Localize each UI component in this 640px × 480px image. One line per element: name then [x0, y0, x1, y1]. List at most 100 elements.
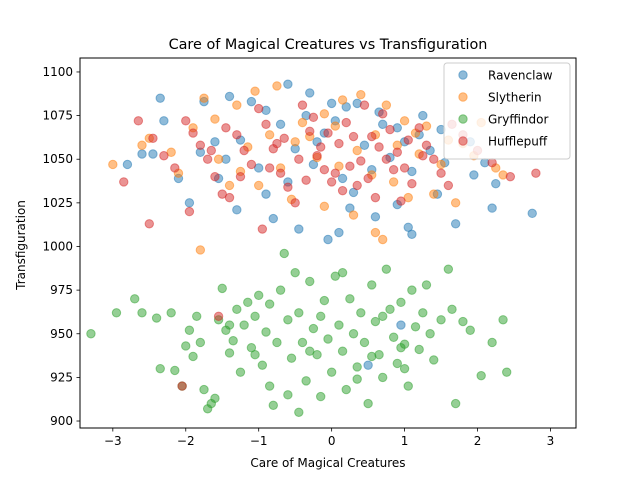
point-slytherin	[250, 86, 260, 96]
point-hufflepuff	[261, 119, 271, 130]
point-gryffindor	[294, 308, 304, 318]
point-gryffindor	[385, 304, 395, 315]
legend-marker-gryffindor	[458, 114, 468, 124]
legend-box	[443, 62, 571, 160]
point-gryffindor	[268, 400, 278, 411]
point-gryffindor	[264, 299, 275, 309]
point-gryffindor	[502, 367, 512, 377]
point-gryffindor	[243, 297, 253, 308]
x-tick-label: −1	[250, 434, 268, 448]
x-tick-label: 1	[401, 434, 409, 448]
point-slytherin	[381, 100, 392, 110]
point-ravenclaw	[294, 224, 304, 234]
x-axis-label: Care of Magical Creatures	[250, 456, 405, 470]
point-hufflepuff	[264, 163, 275, 173]
point-gryffindor	[345, 294, 355, 304]
point-hufflepuff	[239, 145, 249, 156]
point-gryffindor	[341, 384, 351, 395]
point-hufflepuff	[319, 165, 330, 175]
point-gryffindor	[166, 308, 176, 318]
point-gryffindor	[418, 308, 428, 318]
point-ravenclaw	[137, 149, 147, 159]
point-gryffindor	[403, 381, 413, 391]
point-slytherin	[436, 159, 446, 170]
point-gryffindor	[111, 308, 122, 318]
point-gryffindor	[436, 315, 446, 325]
point-hufflepuff	[235, 171, 246, 182]
point-hufflepuff	[181, 116, 191, 126]
point-slytherin	[370, 227, 381, 238]
point-gryffindor	[228, 336, 238, 346]
point-gryffindor	[305, 276, 315, 287]
point-hufflepuff	[308, 112, 319, 123]
point-gryffindor	[381, 264, 392, 274]
point-hufflepuff	[170, 163, 180, 173]
point-hufflepuff	[381, 154, 392, 164]
point-hufflepuff	[436, 168, 446, 178]
point-slytherin	[272, 81, 282, 91]
point-slytherin	[352, 145, 362, 156]
point-ravenclaw	[363, 360, 373, 370]
point-hufflepuff	[312, 151, 322, 161]
point-gryffindor	[319, 295, 330, 306]
point-gryffindor	[192, 311, 202, 321]
point-hufflepuff	[388, 165, 399, 175]
point-slytherin	[399, 116, 410, 126]
point-gryffindor	[421, 280, 432, 290]
point-gryffindor	[155, 363, 165, 374]
point-gryffindor	[450, 398, 461, 409]
point-gryffindor	[137, 308, 147, 318]
y-tick-label: 925	[50, 370, 73, 384]
point-hufflepuff	[177, 381, 187, 391]
point-slytherin	[232, 100, 242, 110]
point-ravenclaw	[378, 119, 388, 130]
x-tick-label: −3	[104, 434, 122, 448]
point-hufflepuff	[505, 171, 516, 182]
point-ravenclaw	[370, 212, 381, 222]
point-hufflepuff	[294, 154, 304, 164]
point-gryffindor	[337, 346, 348, 356]
point-hufflepuff	[159, 151, 169, 161]
point-hufflepuff	[341, 117, 351, 128]
point-hufflepuff	[374, 142, 384, 152]
point-gryffindor	[476, 370, 486, 381]
chart-title: Care of Magical Creatures vs Transfigura…	[169, 37, 488, 53]
legend-marker-hufflepuff	[458, 136, 468, 146]
point-hufflepuff	[418, 151, 428, 161]
point-gryffindor	[334, 320, 344, 330]
point-gryffindor	[250, 350, 260, 360]
point-hufflepuff	[421, 140, 432, 150]
point-gryffindor	[396, 297, 406, 308]
point-gryffindor	[286, 353, 297, 363]
point-gryffindor	[275, 285, 286, 295]
point-gryffindor	[264, 381, 275, 391]
point-ravenclaw	[359, 140, 370, 150]
point-hufflepuff	[301, 175, 311, 185]
point-gryffindor	[425, 329, 435, 339]
point-hufflepuff	[337, 185, 348, 196]
point-gryffindor	[323, 334, 333, 344]
point-gryffindor	[297, 337, 308, 348]
point-gryffindor	[352, 374, 362, 384]
point-gryffindor	[199, 384, 209, 395]
point-ravenclaw	[323, 234, 333, 245]
point-hufflepuff	[144, 219, 154, 229]
point-ravenclaw	[337, 173, 348, 184]
y-tick-label: 1025	[42, 196, 73, 210]
point-hufflepuff	[224, 192, 235, 203]
point-gryffindor	[399, 363, 410, 374]
point-gryffindor	[170, 365, 180, 376]
point-slytherin	[195, 245, 206, 255]
x-tick-label: 0	[328, 434, 336, 448]
point-hufflepuff	[297, 100, 308, 110]
y-tick-label: 1075	[42, 109, 73, 123]
legend-label-slytherin: Slytherin	[488, 91, 542, 105]
point-gryffindor	[224, 320, 235, 330]
point-hufflepuff	[356, 156, 366, 166]
point-hufflepuff	[385, 124, 395, 135]
point-gryffindor	[410, 322, 421, 332]
point-gryffindor	[181, 341, 191, 351]
point-gryffindor	[151, 313, 162, 323]
point-slytherin	[319, 109, 330, 119]
legend: Ravenclaw Slytherin Gryffindor Hufflepuff	[443, 62, 571, 160]
